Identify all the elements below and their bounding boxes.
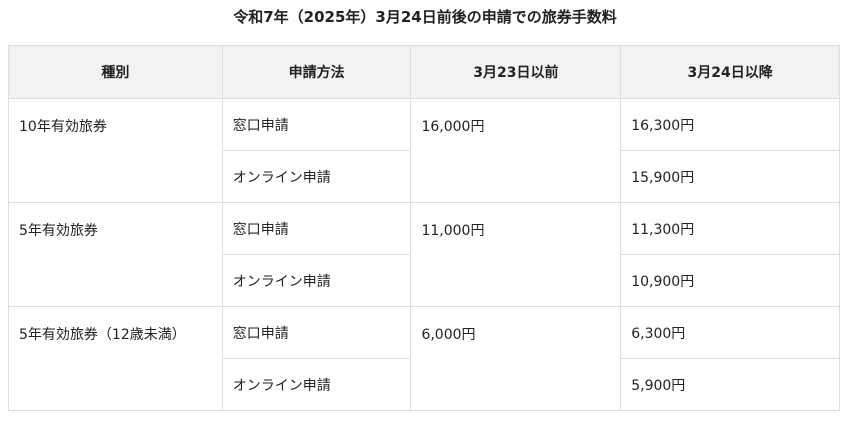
header-type: 種別 xyxy=(8,45,223,99)
passport-type: 10年有効旅券 xyxy=(8,98,223,203)
method: オンライン申請 xyxy=(221,358,412,411)
method: オンライン申請 xyxy=(221,150,412,203)
fee-after: 16,300円 xyxy=(620,98,840,151)
fee-after: 5,900円 xyxy=(620,358,840,411)
header-method: 申請方法 xyxy=(221,45,412,99)
table-row: 5年有効旅券 窓口申請 11,000円 11,300円 xyxy=(8,202,840,307)
header-before: 3月23日以前 xyxy=(410,45,622,99)
table-row: オンライン申請 5,900円 xyxy=(9,358,840,411)
method: オンライン申請 xyxy=(221,254,412,307)
fee-after: 15,900円 xyxy=(620,150,840,203)
passport-type: 5年有効旅券（12歳未満） xyxy=(8,306,223,411)
passport-type: 5年有効旅券 xyxy=(8,202,223,307)
fee-before: 6,000円 xyxy=(410,306,622,411)
table-row: 10年有効旅券 窓口申請 16,000円 16,300円 xyxy=(8,98,840,203)
fee-before: 11,000円 xyxy=(410,202,622,307)
fee-after: 6,300円 xyxy=(620,306,840,359)
method: 窓口申請 xyxy=(221,98,412,151)
table-row: オンライン申請 15,900円 xyxy=(9,150,840,203)
fee-table: 種別 申請方法 3月23日以前 3月24日以降 10年有効旅券 窓口申請 16,… xyxy=(8,45,840,411)
method: 窓口申請 xyxy=(221,202,412,255)
header-row: 種別 申請方法 3月23日以前 3月24日以降 xyxy=(8,45,840,99)
table-row: オンライン申請 10,900円 xyxy=(9,254,840,307)
method: 窓口申請 xyxy=(221,306,412,359)
fee-before: 16,000円 xyxy=(410,98,622,203)
fee-after: 11,300円 xyxy=(620,202,840,255)
table-row: 5年有効旅券（12歳未満） 窓口申請 6,000円 6,300円 xyxy=(8,306,840,411)
header-after: 3月24日以降 xyxy=(620,45,840,99)
table-title: 令和7年（2025年）3月24日前後の申請での旅券手数料 xyxy=(233,8,617,26)
fee-after: 10,900円 xyxy=(620,254,840,307)
